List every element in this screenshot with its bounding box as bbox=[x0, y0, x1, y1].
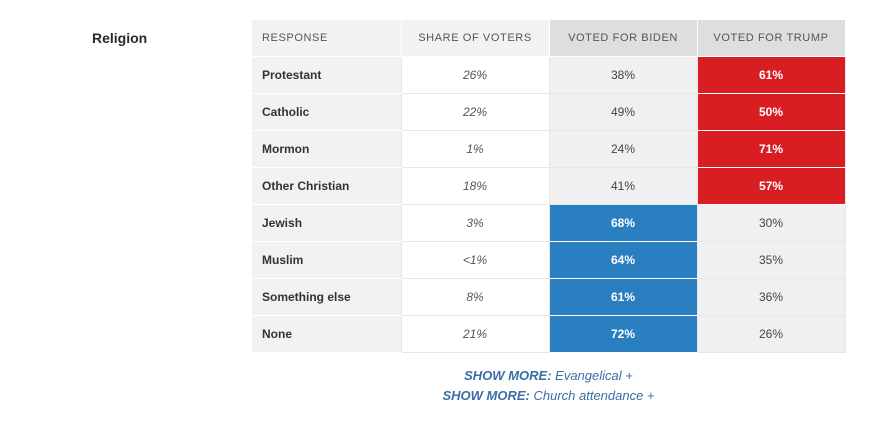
table-row: Jewish 3% 68% 30% bbox=[252, 204, 846, 242]
response-cell: Something else bbox=[252, 278, 402, 316]
show-more-evangelical-link[interactable]: SHOW MORE: Evangelical + bbox=[252, 368, 845, 383]
table-row: Something else 8% 61% 36% bbox=[252, 278, 846, 316]
biden-cell: 61% bbox=[549, 278, 698, 316]
section-title: Religion bbox=[92, 30, 148, 46]
trump-cell: 50% bbox=[697, 93, 846, 131]
trump-cell: 36% bbox=[697, 278, 846, 316]
trump-cell: 30% bbox=[697, 204, 846, 242]
share-of-voters-cell: 18% bbox=[401, 167, 550, 205]
table-row: Mormon 1% 24% 71% bbox=[252, 130, 846, 168]
header-voted-for-biden: VOTED FOR BIDEN bbox=[549, 20, 698, 57]
table-header-row: RESPONSE SHARE OF VOTERS VOTED FOR BIDEN… bbox=[252, 20, 846, 57]
biden-cell: 41% bbox=[549, 167, 698, 205]
response-cell: Muslim bbox=[252, 241, 402, 279]
trump-cell: 57% bbox=[697, 167, 846, 205]
share-of-voters-cell: 3% bbox=[401, 204, 550, 242]
show-more-topic: Evangelical + bbox=[555, 368, 633, 383]
trump-cell: 26% bbox=[697, 315, 846, 353]
header-share-of-voters: SHARE OF VOTERS bbox=[401, 20, 550, 57]
share-of-voters-cell: 22% bbox=[401, 93, 550, 131]
share-of-voters-cell: 26% bbox=[401, 56, 550, 94]
share-of-voters-cell: <1% bbox=[401, 241, 550, 279]
trump-cell: 71% bbox=[697, 130, 846, 168]
table-row: Other Christian 18% 41% 57% bbox=[252, 167, 846, 205]
exit-poll-table: RESPONSE SHARE OF VOTERS VOTED FOR BIDEN… bbox=[252, 20, 846, 353]
response-cell: None bbox=[252, 315, 402, 353]
response-cell: Protestant bbox=[252, 56, 402, 94]
header-response: RESPONSE bbox=[252, 20, 402, 57]
show-more-church-attendance-link[interactable]: SHOW MORE: Church attendance + bbox=[252, 388, 845, 403]
share-of-voters-cell: 8% bbox=[401, 278, 550, 316]
response-cell: Catholic bbox=[252, 93, 402, 131]
response-cell: Other Christian bbox=[252, 167, 402, 205]
table-row: Muslim <1% 64% 35% bbox=[252, 241, 846, 279]
show-more-topic: Church attendance + bbox=[533, 388, 655, 403]
show-more-label: SHOW MORE: bbox=[464, 368, 552, 383]
table-row: Protestant 26% 38% 61% bbox=[252, 56, 846, 94]
trump-cell: 61% bbox=[697, 56, 846, 94]
biden-cell: 64% bbox=[549, 241, 698, 279]
biden-cell: 24% bbox=[549, 130, 698, 168]
biden-cell: 49% bbox=[549, 93, 698, 131]
biden-cell: 72% bbox=[549, 315, 698, 353]
biden-cell: 38% bbox=[549, 56, 698, 94]
table-row: Catholic 22% 49% 50% bbox=[252, 93, 846, 131]
header-voted-for-trump: VOTED FOR TRUMP bbox=[697, 20, 846, 57]
share-of-voters-cell: 1% bbox=[401, 130, 550, 168]
response-cell: Jewish bbox=[252, 204, 402, 242]
response-cell: Mormon bbox=[252, 130, 402, 168]
share-of-voters-cell: 21% bbox=[401, 315, 550, 353]
show-more-label: SHOW MORE: bbox=[442, 388, 530, 403]
table-row: None 21% 72% 26% bbox=[252, 315, 846, 353]
trump-cell: 35% bbox=[697, 241, 846, 279]
biden-cell: 68% bbox=[549, 204, 698, 242]
